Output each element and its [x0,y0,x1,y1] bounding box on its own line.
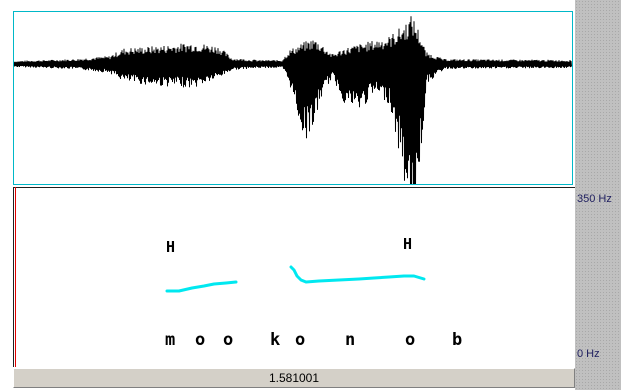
segment-letter: o [405,330,416,350]
pitch-contour-1 [165,280,238,293]
tone-label: H [403,235,413,253]
pitch-plot [165,265,426,293]
time-cursor[interactable] [15,187,16,367]
waveform-trace [14,16,572,184]
segment-letter: b [452,330,463,350]
left-edge [0,0,12,368]
waveform-plot [14,16,572,184]
pitch-panel[interactable] [13,187,575,367]
segment-letter: o [295,330,306,350]
waveform-panel[interactable] [13,11,573,185]
segment-letter: n [345,330,356,350]
pitch-min-label: 0 Hz [577,348,600,360]
pitch-max-label: 350 Hz [577,193,612,205]
time-readout-bar[interactable]: 1.581001 [13,368,575,388]
segment-letter: k [270,330,281,350]
segment-letter: m [165,330,176,350]
segment-letter: o [223,330,234,350]
tone-label: H [166,238,176,256]
time-readout: 1.581001 [268,371,320,385]
pitch-contour-2 [289,265,426,284]
axis-margin [575,0,621,390]
segment-letter: o [195,330,206,350]
